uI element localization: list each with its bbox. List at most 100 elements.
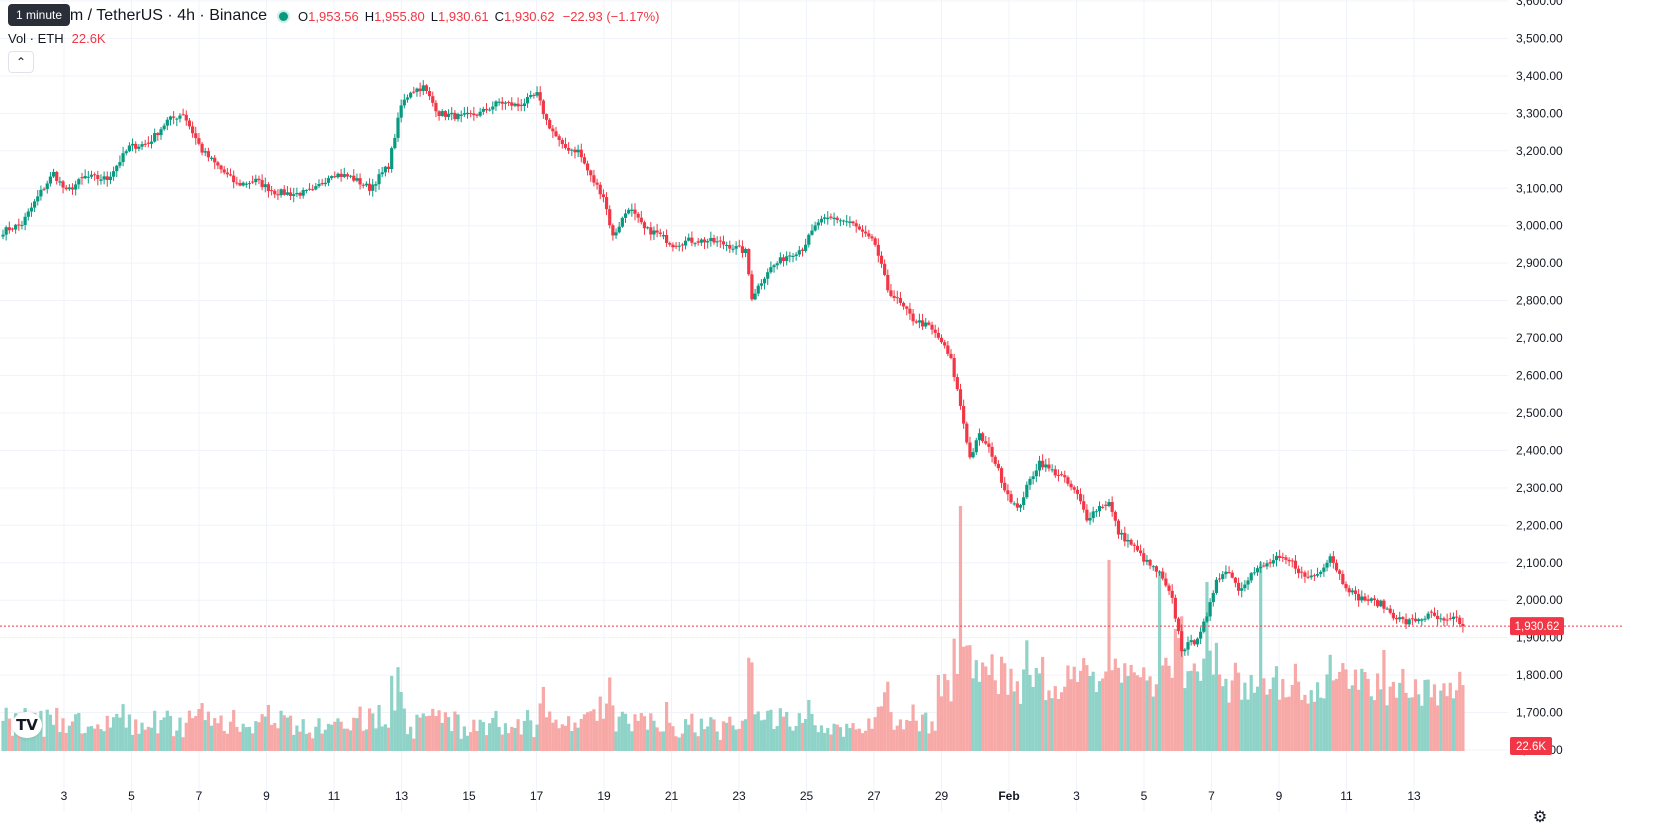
candle-body bbox=[1252, 572, 1256, 574]
volume-bar bbox=[102, 731, 106, 751]
candle-body bbox=[573, 149, 577, 153]
volume-bar bbox=[20, 734, 24, 751]
symbol-title[interactable]: um / TetherUS · 4h · Binance bbox=[61, 7, 268, 24]
candle-body bbox=[1372, 598, 1377, 601]
candle-body bbox=[889, 290, 893, 296]
volume-bar bbox=[933, 730, 937, 751]
volume-bar bbox=[832, 723, 836, 751]
volume-bar bbox=[541, 686, 545, 751]
price-tick-label: 1,700.00 bbox=[1516, 706, 1563, 720]
volume-bar bbox=[829, 734, 833, 751]
volume-legend[interactable]: Vol · ETH 22.6K bbox=[8, 31, 106, 46]
volume-bar bbox=[1319, 697, 1323, 751]
candle-body bbox=[146, 142, 150, 144]
time-axis[interactable]: 3 5 7 9 11 13 15 17 19 21 23 25 27 29 Feb 3 5 7 9 11 13 bbox=[61, 789, 1421, 803]
volume-bar bbox=[567, 716, 571, 751]
volume-bar bbox=[1132, 672, 1136, 751]
volume-bar bbox=[563, 725, 568, 751]
open-label: O bbox=[298, 8, 309, 24]
volume-bar bbox=[971, 678, 975, 751]
candle-body bbox=[1192, 640, 1196, 645]
tradingview-logo[interactable]: TV bbox=[12, 712, 42, 738]
volume-bar bbox=[1170, 677, 1174, 751]
candle-body bbox=[83, 176, 87, 179]
candle-body bbox=[870, 236, 874, 239]
volume-bar bbox=[1224, 678, 1228, 751]
candle-body bbox=[557, 136, 561, 140]
volume-bar bbox=[203, 720, 207, 751]
volume-bar bbox=[317, 718, 321, 751]
candle-body bbox=[1063, 475, 1067, 478]
volume-bar bbox=[4, 707, 8, 751]
volume-bar bbox=[137, 733, 141, 751]
volume-bar bbox=[835, 724, 839, 751]
volume-bar bbox=[1360, 668, 1364, 751]
time-tick-label: 5 bbox=[128, 789, 135, 803]
candle-body bbox=[105, 176, 109, 181]
candle-body bbox=[86, 176, 90, 178]
candle-body bbox=[336, 173, 340, 178]
volume-bar bbox=[121, 704, 125, 751]
market-status-dot[interactable] bbox=[279, 11, 289, 21]
time-tick-label: 23 bbox=[732, 789, 746, 803]
volume-bar bbox=[772, 728, 776, 751]
candle-body bbox=[671, 244, 675, 248]
candle-body bbox=[399, 105, 403, 118]
candle-body bbox=[1154, 566, 1158, 572]
candle-body bbox=[507, 102, 511, 104]
volume-bar bbox=[1161, 665, 1165, 751]
volume-bar bbox=[1183, 688, 1187, 751]
volume-bar bbox=[1066, 665, 1070, 751]
candle-body bbox=[823, 217, 827, 219]
time-tick-label: 15 bbox=[462, 789, 476, 803]
gear-icon[interactable]: ⚙ bbox=[1532, 809, 1548, 826]
candle-body bbox=[620, 217, 624, 227]
volume-bar bbox=[1154, 684, 1158, 751]
volume-bar bbox=[456, 714, 460, 751]
candle-body bbox=[813, 225, 817, 231]
volume-bar bbox=[99, 729, 103, 751]
volume-bar bbox=[1341, 663, 1345, 751]
volume-bar bbox=[671, 726, 675, 751]
candle-body bbox=[1145, 559, 1149, 562]
volume-bar bbox=[276, 728, 280, 751]
time-tick-label: 21 bbox=[665, 789, 679, 803]
volume-bar bbox=[266, 704, 271, 751]
candle-body bbox=[977, 433, 982, 441]
candle-body bbox=[974, 440, 978, 453]
candle-body bbox=[168, 116, 173, 120]
candle-body bbox=[690, 237, 694, 243]
volume-bar bbox=[551, 722, 555, 751]
price-tick-label: 2,400.00 bbox=[1516, 443, 1563, 457]
time-tick-label: 9 bbox=[1276, 789, 1283, 803]
volume-bar bbox=[228, 721, 233, 751]
volume-bar bbox=[292, 734, 296, 751]
candle-body bbox=[734, 246, 738, 249]
volume-bar bbox=[491, 717, 495, 751]
volume-bar bbox=[1205, 581, 1209, 751]
volume-bar bbox=[295, 725, 299, 751]
candle-body bbox=[1297, 568, 1301, 574]
candle-body bbox=[7, 227, 11, 231]
candle-body bbox=[1110, 502, 1114, 512]
collapse-legend-button[interactable]: ⌃ bbox=[8, 51, 34, 73]
candle-body bbox=[946, 345, 950, 354]
candle-body bbox=[1360, 596, 1364, 601]
candle-body bbox=[247, 183, 252, 185]
volume-bar bbox=[127, 714, 131, 751]
candle-body bbox=[715, 241, 719, 243]
volume-bar bbox=[927, 733, 931, 751]
candle-body bbox=[1214, 579, 1219, 593]
volume-bar bbox=[905, 719, 909, 751]
volume-bar bbox=[1442, 683, 1446, 751]
volume-bar bbox=[1309, 690, 1313, 751]
volume-bar bbox=[270, 724, 274, 751]
candle-body bbox=[1180, 631, 1184, 652]
price-axis[interactable]: 3,600.00 3,500.00 3,400.00 3,300.00 3,200.00… bbox=[1516, 0, 1563, 757]
candle-body bbox=[428, 91, 432, 97]
volume-bar bbox=[601, 718, 605, 751]
volume-bar bbox=[636, 720, 640, 751]
volume-bar bbox=[1290, 684, 1294, 751]
volume-bar bbox=[1278, 699, 1282, 751]
